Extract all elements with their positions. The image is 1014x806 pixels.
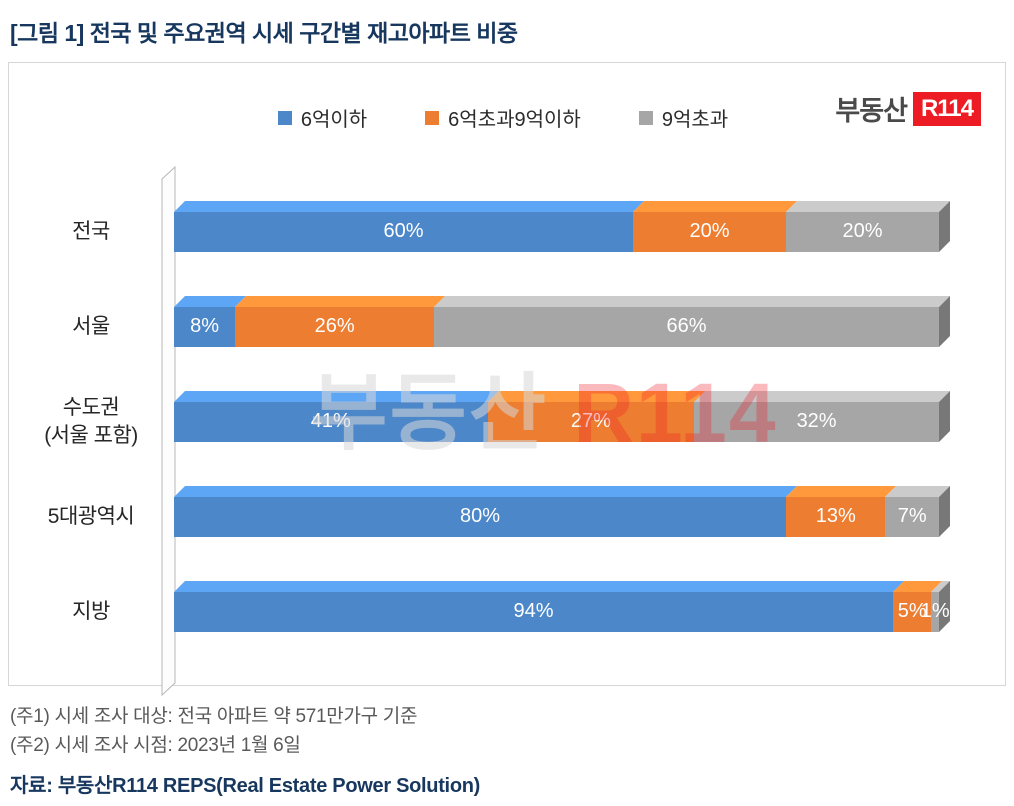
chart-rows: 전국 60% 20% 20% 서울 8% 26% 66% 수도권 (서울 포함) 41% 27% 32%… bbox=[21, 184, 950, 659]
bar-segment: 1% bbox=[920, 591, 950, 632]
legend-swatch bbox=[425, 110, 440, 125]
legend-item: 6억초과9억이하 bbox=[425, 103, 581, 132]
logo-brand-text: 부동산 bbox=[835, 96, 908, 126]
bar-segment: 26% bbox=[235, 306, 435, 347]
bar-segment: 13% bbox=[786, 496, 886, 537]
plot-area: 부동산 R114 전국 60% 20% 20% 서울 8% 26% 66% 수도권 (서울 포함)… bbox=[21, 166, 985, 696]
bar-track: 41% 27% 32% bbox=[174, 401, 939, 442]
category-label: 서울 bbox=[72, 314, 110, 338]
axis-wall bbox=[161, 166, 176, 696]
chart-row: 전국 60% 20% 20% bbox=[21, 184, 939, 279]
data-label: 1% bbox=[920, 600, 950, 622]
bar-segment: 32% bbox=[694, 401, 939, 442]
data-label: 94% bbox=[513, 600, 554, 622]
data-label: 20% bbox=[689, 220, 730, 242]
legend-label: 9억초과 bbox=[661, 109, 729, 131]
bar-track: 8% 26% 66% bbox=[174, 306, 939, 347]
data-label: 41% bbox=[310, 410, 351, 432]
data-label: 5% bbox=[897, 600, 927, 622]
legend-item: 9억초과 bbox=[638, 103, 729, 132]
footnote-1: (주1) 시세 조사 대상: 전국 아파트 약 571만가구 기준 bbox=[10, 706, 418, 727]
bar-track: 80% 13% 7% bbox=[174, 496, 939, 537]
legend-label: 6억이하 bbox=[300, 109, 368, 131]
legend: 6억이하 6억초과9억이하 9억초과 bbox=[21, 103, 985, 132]
bar-segment: 60% bbox=[174, 211, 633, 252]
bar-track: 60% 20% 20% bbox=[174, 211, 939, 252]
bar-segment: 20% bbox=[633, 211, 786, 252]
category-label: 5대광역시 bbox=[47, 504, 135, 528]
bar-segment: 41% bbox=[174, 401, 488, 442]
figure-title: [그림 1] 전국 및 주요권역 시세 구간별 재고아파트 비중 bbox=[10, 20, 518, 46]
data-label: 66% bbox=[666, 315, 707, 337]
logo-badge: R114 bbox=[912, 91, 981, 126]
bar-segment: 27% bbox=[487, 401, 695, 442]
bar-segment: 7% bbox=[885, 496, 939, 537]
legend-swatch bbox=[638, 110, 653, 125]
data-label: 32% bbox=[796, 410, 837, 432]
data-label: 7% bbox=[897, 505, 927, 527]
legend-label: 6억초과9억이하 bbox=[448, 109, 581, 131]
data-label: 27% bbox=[570, 410, 611, 432]
category-label: 수도권 (서울 포함) bbox=[44, 396, 138, 447]
chart-panel: 6억이하 6억초과9억이하 9억초과 부동산 R114 부동산 R114 전국 60%… bbox=[8, 62, 1006, 696]
data-label: 26% bbox=[314, 315, 355, 337]
data-label: 60% bbox=[383, 220, 424, 242]
data-label: 8% bbox=[190, 315, 220, 337]
footnotes: (주1) 시세 조사 대상: 전국 아파트 약 571만가구 기준 (주2) 시… bbox=[10, 702, 1006, 761]
category-label: 지방 bbox=[72, 599, 110, 623]
legend-item: 6억이하 bbox=[277, 103, 368, 132]
chart-row: 5대광역시 80% 13% 7% bbox=[21, 469, 939, 564]
r114-logo: 부동산 R114 bbox=[835, 89, 981, 128]
category-label: 전국 bbox=[72, 219, 110, 243]
chart-row: 지방 94% 5% 1% bbox=[21, 564, 950, 659]
data-label: 80% bbox=[459, 505, 501, 527]
bar-segment: 80% bbox=[174, 496, 786, 537]
data-label: 20% bbox=[842, 220, 883, 242]
source-line: 자료: 부동산R114 REPS(Real Estate Power Solut… bbox=[10, 774, 481, 797]
bar-track: 94% 5% 1% bbox=[174, 591, 950, 632]
bar-segment: 5% bbox=[893, 591, 932, 632]
chart-row: 서울 8% 26% 66% bbox=[21, 279, 939, 374]
chart-row: 수도권 (서울 포함) 41% 27% 32% bbox=[21, 374, 939, 469]
bar-segment: 20% bbox=[786, 211, 939, 252]
footnote-2: (주2) 시세 조사 시점: 2023년 1월 6일 bbox=[10, 735, 301, 757]
legend-swatch bbox=[277, 110, 292, 125]
bar-segment: 94% bbox=[174, 591, 894, 632]
bar-segment: 66% bbox=[434, 306, 939, 347]
data-label: 13% bbox=[815, 505, 856, 527]
bar-segment: 8% bbox=[174, 306, 236, 347]
